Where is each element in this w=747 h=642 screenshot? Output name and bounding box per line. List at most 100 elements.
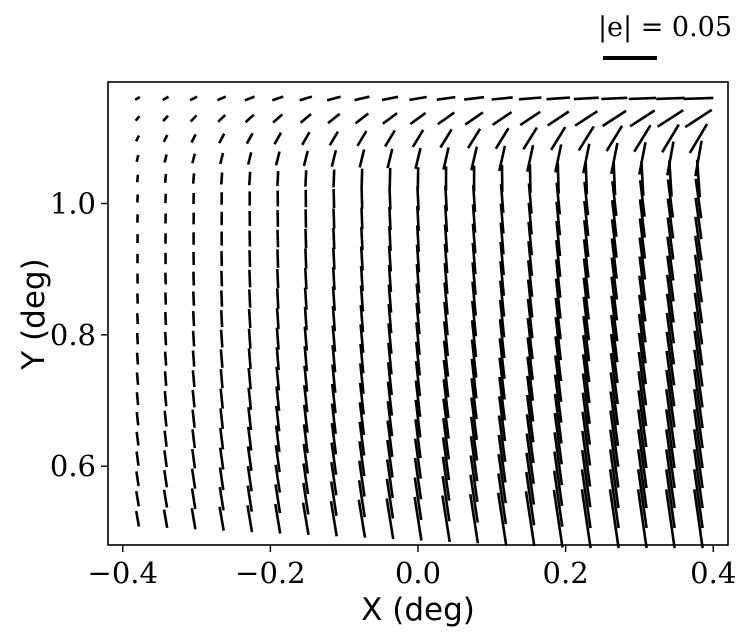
whisker <box>693 349 704 408</box>
whisker <box>272 113 284 124</box>
whisker <box>162 114 169 122</box>
whisker <box>359 285 365 312</box>
whisker <box>386 420 394 457</box>
whisker <box>666 217 675 260</box>
whisker <box>303 365 309 392</box>
whisker <box>582 335 591 383</box>
whisker <box>413 457 423 500</box>
whisker <box>608 469 620 529</box>
whisker <box>163 351 168 366</box>
whisker <box>330 422 338 455</box>
whisker <box>636 449 648 509</box>
whisker <box>190 133 197 144</box>
whisker <box>527 260 534 297</box>
whisker <box>386 400 394 437</box>
whisker <box>191 409 196 428</box>
whisker <box>693 429 704 489</box>
whisker <box>470 146 479 171</box>
whisker <box>247 387 253 410</box>
whisker <box>330 149 338 168</box>
whisker <box>219 388 224 409</box>
whisker <box>497 454 507 504</box>
whisker <box>665 409 676 469</box>
whisker <box>582 143 591 174</box>
whisker <box>247 367 252 390</box>
whisker <box>601 96 628 101</box>
whisker <box>360 168 364 189</box>
whisker <box>577 125 595 152</box>
whisker <box>191 153 197 164</box>
whisker <box>522 126 539 150</box>
whisker <box>163 173 168 184</box>
whisker <box>527 240 534 277</box>
whisker <box>693 369 704 429</box>
whisker <box>135 471 140 487</box>
whisker <box>471 262 477 296</box>
whisker <box>665 331 676 386</box>
whisker <box>470 339 478 378</box>
whisker <box>470 358 478 399</box>
whisker <box>494 127 510 150</box>
whisker <box>163 450 168 468</box>
whisker <box>629 109 656 128</box>
whisker <box>246 446 253 472</box>
whisker <box>554 297 562 340</box>
whisker <box>665 293 676 344</box>
whisker <box>218 133 226 144</box>
whisker <box>637 351 648 406</box>
whisker <box>582 277 590 320</box>
whisker <box>388 187 392 210</box>
whisker <box>441 495 451 543</box>
whisker <box>553 374 563 423</box>
whisker <box>219 310 224 328</box>
whisker <box>360 188 364 209</box>
whisker <box>247 309 252 329</box>
whisker <box>580 450 592 508</box>
whisker <box>582 296 591 341</box>
whisker <box>303 345 309 372</box>
whisker <box>274 464 282 493</box>
whisker <box>327 112 341 125</box>
whisker <box>469 474 479 523</box>
whisker <box>443 282 449 315</box>
whisker <box>244 113 255 124</box>
whisker <box>610 257 619 300</box>
whisker <box>470 320 478 358</box>
whisker <box>301 131 311 146</box>
whisker <box>134 95 141 101</box>
whisker <box>331 364 337 393</box>
whisker <box>163 371 168 387</box>
whisker <box>415 302 421 335</box>
whisker <box>471 223 477 254</box>
whisker <box>271 95 284 102</box>
whisker <box>694 197 703 240</box>
whisker <box>554 144 563 173</box>
whisker <box>220 172 224 185</box>
whisker <box>553 412 563 465</box>
whisker <box>693 469 704 529</box>
whisker <box>584 162 589 195</box>
whisker <box>191 330 196 347</box>
whisker <box>244 95 255 102</box>
whisker <box>441 476 451 522</box>
whisker <box>496 492 508 545</box>
whisker <box>610 238 618 279</box>
whisker <box>442 340 450 377</box>
whisker <box>554 336 563 382</box>
whisker <box>332 208 336 229</box>
whisker <box>656 96 685 101</box>
whisker <box>498 357 506 400</box>
whisker <box>304 267 308 290</box>
whisker <box>358 421 366 456</box>
whisker <box>276 249 280 268</box>
whisker <box>331 325 337 352</box>
whisker <box>443 224 449 253</box>
whisker <box>359 324 365 353</box>
whisker <box>162 489 169 508</box>
whisker <box>247 407 253 431</box>
whisker <box>609 429 620 488</box>
whisker <box>162 509 169 529</box>
whisker <box>414 399 422 438</box>
whisker <box>246 426 253 451</box>
whisker <box>275 366 281 391</box>
